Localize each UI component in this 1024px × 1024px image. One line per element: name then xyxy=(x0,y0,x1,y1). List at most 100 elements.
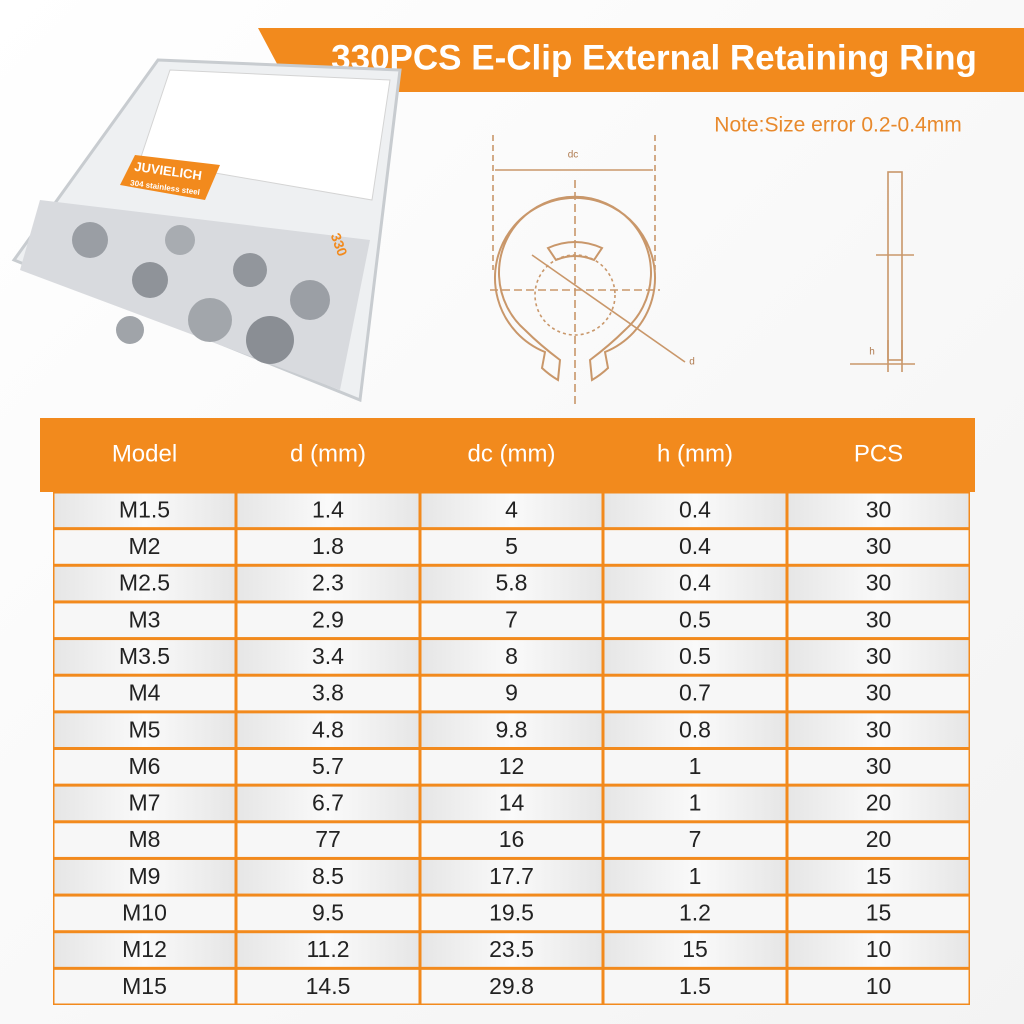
table-cell-text: 15 xyxy=(866,899,892,925)
table-cell xyxy=(54,713,235,747)
title-banner xyxy=(258,28,1024,92)
column-header: d (mm) xyxy=(290,440,366,467)
label-h: h xyxy=(869,347,875,358)
table-cell-text: M12 xyxy=(122,936,167,962)
table-cell-text: 30 xyxy=(866,753,892,779)
table-cell xyxy=(54,530,235,564)
table-cell-text: 30 xyxy=(866,606,892,632)
table-cell-text: 10 xyxy=(866,936,892,962)
table-cell-text: M6 xyxy=(129,753,161,779)
table-cell xyxy=(604,786,786,821)
table-cell-text: 0.4 xyxy=(679,533,711,559)
table-cell-text: 17.7 xyxy=(489,863,534,889)
table-cell xyxy=(54,493,235,528)
table-cell-text: 5.7 xyxy=(312,753,344,779)
table-cell xyxy=(788,493,969,528)
table-cell xyxy=(788,969,969,1004)
table-cell-text: 15 xyxy=(682,936,708,962)
table-cell-text: 2.9 xyxy=(312,606,344,632)
table-cell xyxy=(604,566,786,601)
table-cell-text: M9 xyxy=(129,863,161,889)
table-cell xyxy=(421,640,602,674)
table-cell xyxy=(421,603,602,638)
table-cell-text: 0.7 xyxy=(679,680,711,706)
table-cell-text: 7 xyxy=(505,606,518,632)
table-cell xyxy=(237,713,419,747)
table-cell xyxy=(788,640,969,674)
table-cell-text: M8 xyxy=(129,826,161,852)
table-cell xyxy=(604,640,786,674)
table-cell-text: 7 xyxy=(689,826,702,852)
table-cell-text: M3 xyxy=(129,606,161,632)
table-cell xyxy=(54,896,235,931)
table-cell xyxy=(788,823,969,857)
table-cell-text: 15 xyxy=(866,863,892,889)
table-cell-text: 20 xyxy=(866,826,892,852)
table-cell-text: 30 xyxy=(866,570,892,596)
table-cell xyxy=(604,530,786,564)
table-cell xyxy=(788,676,969,711)
table-cell xyxy=(237,566,419,601)
table-cell xyxy=(421,676,602,711)
table-cell-text: 1.4 xyxy=(312,496,344,522)
table-cell xyxy=(421,786,602,821)
table-cell-text: 5.8 xyxy=(496,570,528,596)
table-cell xyxy=(421,859,602,894)
table-cell-text: 9.8 xyxy=(496,716,528,742)
note: Note:Size error 0.2-0.4mm xyxy=(714,114,961,137)
table-cell xyxy=(421,713,602,747)
table-cell xyxy=(54,640,235,674)
table-cell xyxy=(604,823,786,857)
table-cell-text: 4 xyxy=(505,496,518,522)
table-cell-text: 14 xyxy=(499,790,525,816)
table-cell-text: M7 xyxy=(129,790,161,816)
table-cell-text: M2.5 xyxy=(119,570,170,596)
table-cell-text: M10 xyxy=(122,899,167,925)
table-cell xyxy=(788,859,969,894)
table-cell xyxy=(237,603,419,638)
box-count: 330 xyxy=(328,231,351,259)
column-header: dc (mm) xyxy=(468,440,556,467)
table-cell-text: M5 xyxy=(129,716,161,742)
table-cell xyxy=(604,969,786,1004)
table-cell xyxy=(54,933,235,967)
title: 330PCS E-Clip External Retaining Ring xyxy=(331,38,977,77)
table-cell-text: 8 xyxy=(505,643,518,669)
column-header: PCS xyxy=(854,440,903,467)
table-cell-text: 30 xyxy=(866,496,892,522)
table-cell-text: 29.8 xyxy=(489,973,534,999)
table-cell xyxy=(604,933,786,967)
table-header-bg xyxy=(40,418,975,492)
table-cell-text: 19.5 xyxy=(489,899,534,925)
table-cell-text: 0.4 xyxy=(679,570,711,596)
table-cell-text: 12 xyxy=(499,753,525,779)
table-cell xyxy=(421,823,602,857)
table-cell-text: 1.2 xyxy=(679,899,711,925)
table-cell xyxy=(788,530,969,564)
table-cell-text: M15 xyxy=(122,973,167,999)
table-cell xyxy=(788,896,969,931)
table-cell xyxy=(788,566,969,601)
table-cell xyxy=(604,713,786,747)
table-cell xyxy=(788,750,969,784)
table-cell-text: M3.5 xyxy=(119,643,170,669)
table-cell-text: 0.4 xyxy=(679,496,711,522)
table-cell xyxy=(237,786,419,821)
spec-table: Model d (mm) dc (mm) h (mm) PCS M1.5 1.4 4 0.4 30… xyxy=(40,418,975,1005)
table-cell xyxy=(421,896,602,931)
table-cell xyxy=(421,969,602,1004)
table-cell xyxy=(604,859,786,894)
table-cell-text: 6.7 xyxy=(312,790,344,816)
table-cell-text: 16 xyxy=(499,826,525,852)
table-cell-text: 77 xyxy=(315,826,341,852)
table-cell xyxy=(237,933,419,967)
table-cell-text: 30 xyxy=(866,533,892,559)
table-cell xyxy=(237,676,419,711)
table-cell-text: 2.3 xyxy=(312,570,344,596)
table-cell xyxy=(54,859,235,894)
table-cell-text: 30 xyxy=(866,643,892,669)
table-cell xyxy=(788,713,969,747)
table-cell xyxy=(237,493,419,528)
table-cell xyxy=(237,896,419,931)
table-cell-text: 20 xyxy=(866,790,892,816)
